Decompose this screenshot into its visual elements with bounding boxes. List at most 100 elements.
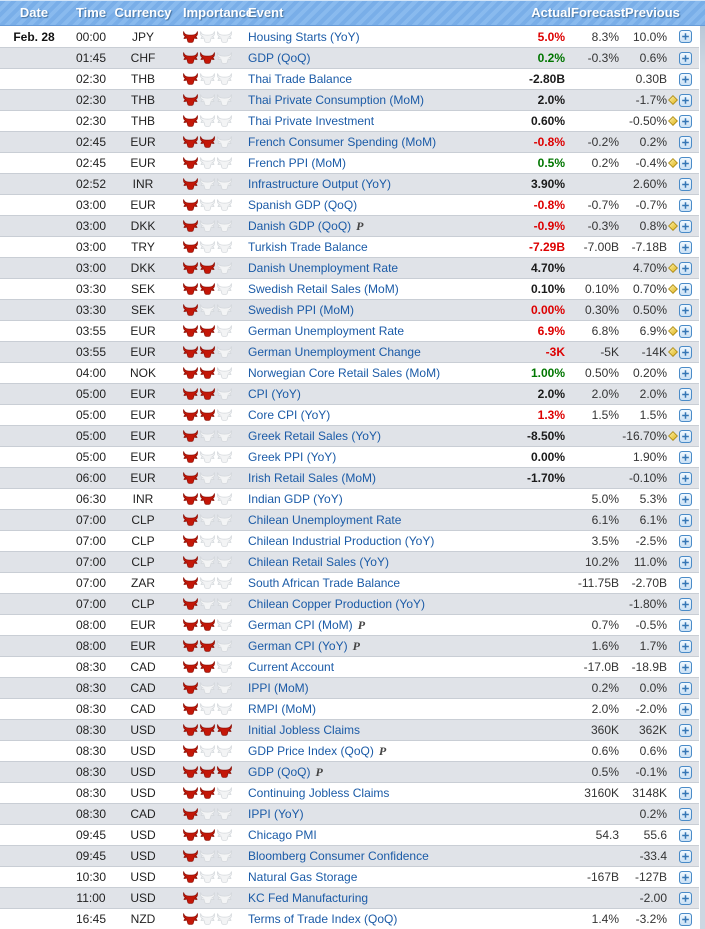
expand-plus-icon[interactable] bbox=[679, 198, 692, 212]
event-link[interactable]: Spanish GDP (QoQ) bbox=[248, 198, 358, 212]
event-link[interactable]: Terms of Trade Index (QoQ) bbox=[248, 912, 398, 926]
event-link[interactable]: German CPI (YoY) bbox=[248, 638, 348, 653]
bull-icon bbox=[217, 262, 232, 274]
diamond-icon[interactable] bbox=[668, 431, 678, 441]
expand-plus-icon[interactable] bbox=[679, 303, 692, 317]
expand-plus-icon[interactable] bbox=[679, 912, 692, 926]
diamond-icon[interactable] bbox=[668, 284, 678, 294]
event-link[interactable]: IPPI (MoM) bbox=[248, 681, 309, 695]
expand-plus-icon[interactable] bbox=[679, 366, 692, 380]
event-link[interactable]: Chilean Retail Sales (YoY) bbox=[248, 555, 389, 569]
diamond-icon[interactable] bbox=[668, 95, 678, 105]
expand-plus-icon[interactable] bbox=[679, 807, 692, 821]
event-link[interactable]: Norwegian Core Retail Sales (MoM) bbox=[248, 366, 441, 380]
event-link[interactable]: GDP (QoQ) bbox=[248, 51, 311, 65]
event-link[interactable]: Chilean Unemployment Rate bbox=[248, 513, 402, 527]
event-link[interactable]: Indian GDP (YoY) bbox=[248, 492, 343, 506]
diamond-icon[interactable] bbox=[668, 221, 678, 231]
expand-plus-icon[interactable] bbox=[679, 30, 692, 43]
event-link[interactable]: South African Trade Balance bbox=[248, 576, 401, 590]
expand-plus-icon[interactable] bbox=[679, 72, 692, 86]
event-link[interactable]: Danish GDP (QoQ) bbox=[248, 218, 352, 233]
event-link[interactable]: Chilean Copper Production (YoY) bbox=[248, 597, 425, 611]
diamond-icon[interactable] bbox=[668, 263, 678, 273]
event-link[interactable]: Natural Gas Storage bbox=[248, 870, 358, 884]
expand-plus-icon[interactable] bbox=[679, 597, 692, 611]
event-link[interactable]: German Unemployment Rate bbox=[248, 324, 405, 338]
expand-plus-icon[interactable] bbox=[679, 786, 692, 800]
event-link[interactable]: Danish Unemployment Rate bbox=[248, 261, 399, 275]
expand-plus-icon[interactable] bbox=[679, 471, 692, 485]
event-link[interactable]: Greek Retail Sales (YoY) bbox=[248, 429, 381, 443]
expand-plus-icon[interactable] bbox=[679, 219, 692, 233]
expand-plus-icon[interactable] bbox=[679, 492, 692, 506]
event-link[interactable]: Chicago PMI bbox=[248, 828, 317, 842]
expand-plus-icon[interactable] bbox=[679, 660, 692, 674]
expand-plus-icon[interactable] bbox=[679, 177, 692, 191]
expand-plus-icon[interactable] bbox=[679, 639, 692, 653]
event-link[interactable]: CPI (YoY) bbox=[248, 387, 301, 401]
importance-cell bbox=[172, 619, 242, 631]
expand-plus-icon[interactable] bbox=[679, 534, 692, 548]
event-link[interactable]: Housing Starts (YoY) bbox=[248, 29, 360, 44]
event-link[interactable]: Core CPI (YoY) bbox=[248, 408, 331, 422]
event-link[interactable]: German CPI (MoM) bbox=[248, 617, 353, 632]
expand-plus-icon[interactable] bbox=[679, 744, 692, 758]
event-link[interactable]: Current Account bbox=[248, 660, 335, 674]
event-link[interactable]: IPPI (YoY) bbox=[248, 807, 304, 821]
expand-plus-icon[interactable] bbox=[679, 387, 692, 401]
expand-plus-icon[interactable] bbox=[679, 513, 692, 527]
expand-plus-icon[interactable] bbox=[679, 765, 692, 779]
expand-plus-icon[interactable] bbox=[679, 114, 692, 128]
event-link[interactable]: French PPI (MoM) bbox=[248, 156, 347, 170]
expand-plus-icon[interactable] bbox=[679, 681, 692, 695]
event-link[interactable]: Thai Private Consumption (MoM) bbox=[248, 93, 425, 107]
importance-cell bbox=[172, 430, 242, 442]
expand-plus-icon[interactable] bbox=[679, 93, 692, 107]
diamond-icon[interactable] bbox=[668, 158, 678, 168]
event-link[interactable]: Swedish PPI (MoM) bbox=[248, 303, 355, 317]
event-link[interactable]: Thai Trade Balance bbox=[248, 72, 353, 86]
event-link[interactable]: Continuing Jobless Claims bbox=[248, 786, 390, 800]
event-link[interactable]: GDP Price Index (QoQ) bbox=[248, 743, 374, 758]
event-link[interactable]: Turkish Trade Balance bbox=[248, 240, 368, 254]
expand-plus-icon[interactable] bbox=[679, 324, 692, 338]
expand-plus-icon[interactable] bbox=[679, 723, 692, 737]
expand-plus-icon[interactable] bbox=[679, 555, 692, 569]
event-link[interactable]: Irish Retail Sales (MoM) bbox=[248, 471, 377, 485]
expand-plus-icon[interactable] bbox=[679, 576, 692, 590]
expand-plus-icon[interactable] bbox=[679, 891, 692, 905]
expand-plus-icon[interactable] bbox=[679, 870, 692, 884]
diamond-icon[interactable] bbox=[668, 326, 678, 336]
event-link[interactable]: Bloomberg Consumer Confidence bbox=[248, 849, 429, 863]
bull-icon bbox=[183, 787, 198, 799]
expand-plus-icon[interactable] bbox=[679, 156, 692, 170]
actual-value: 0.00% bbox=[530, 303, 565, 317]
event-link[interactable]: KC Fed Manufacturing bbox=[248, 891, 369, 905]
event-link[interactable]: Infrastructure Output (YoY) bbox=[248, 177, 391, 191]
expand-plus-icon[interactable] bbox=[679, 849, 692, 863]
event-link[interactable]: Thai Private Investment bbox=[248, 114, 375, 128]
expand-plus-icon[interactable] bbox=[679, 135, 692, 149]
expand-plus-icon[interactable] bbox=[679, 345, 692, 359]
expand-plus-icon[interactable] bbox=[679, 282, 692, 296]
expand-plus-icon[interactable] bbox=[679, 618, 692, 632]
expand-plus-icon[interactable] bbox=[679, 828, 692, 842]
diamond-icon[interactable] bbox=[668, 347, 678, 357]
expand-plus-icon[interactable] bbox=[679, 240, 692, 254]
expand-plus-icon[interactable] bbox=[679, 429, 692, 443]
expand-plus-icon[interactable] bbox=[679, 261, 692, 275]
event-link[interactable]: French Consumer Spending (MoM) bbox=[248, 135, 437, 149]
expand-plus-icon[interactable] bbox=[679, 51, 692, 65]
expand-plus-icon[interactable] bbox=[679, 702, 692, 716]
event-link[interactable]: Initial Jobless Claims bbox=[248, 723, 361, 737]
diamond-icon[interactable] bbox=[668, 116, 678, 126]
event-link[interactable]: Greek PPI (YoY) bbox=[248, 450, 337, 464]
event-link[interactable]: German Unemployment Change bbox=[248, 345, 421, 359]
expand-plus-icon[interactable] bbox=[679, 450, 692, 464]
event-link[interactable]: RMPI (MoM) bbox=[248, 702, 316, 716]
event-link[interactable]: Swedish Retail Sales (MoM) bbox=[248, 282, 399, 296]
event-link[interactable]: GDP (QoQ) bbox=[248, 764, 311, 779]
event-link[interactable]: Chilean Industrial Production (YoY) bbox=[248, 534, 435, 548]
expand-plus-icon[interactable] bbox=[679, 408, 692, 422]
